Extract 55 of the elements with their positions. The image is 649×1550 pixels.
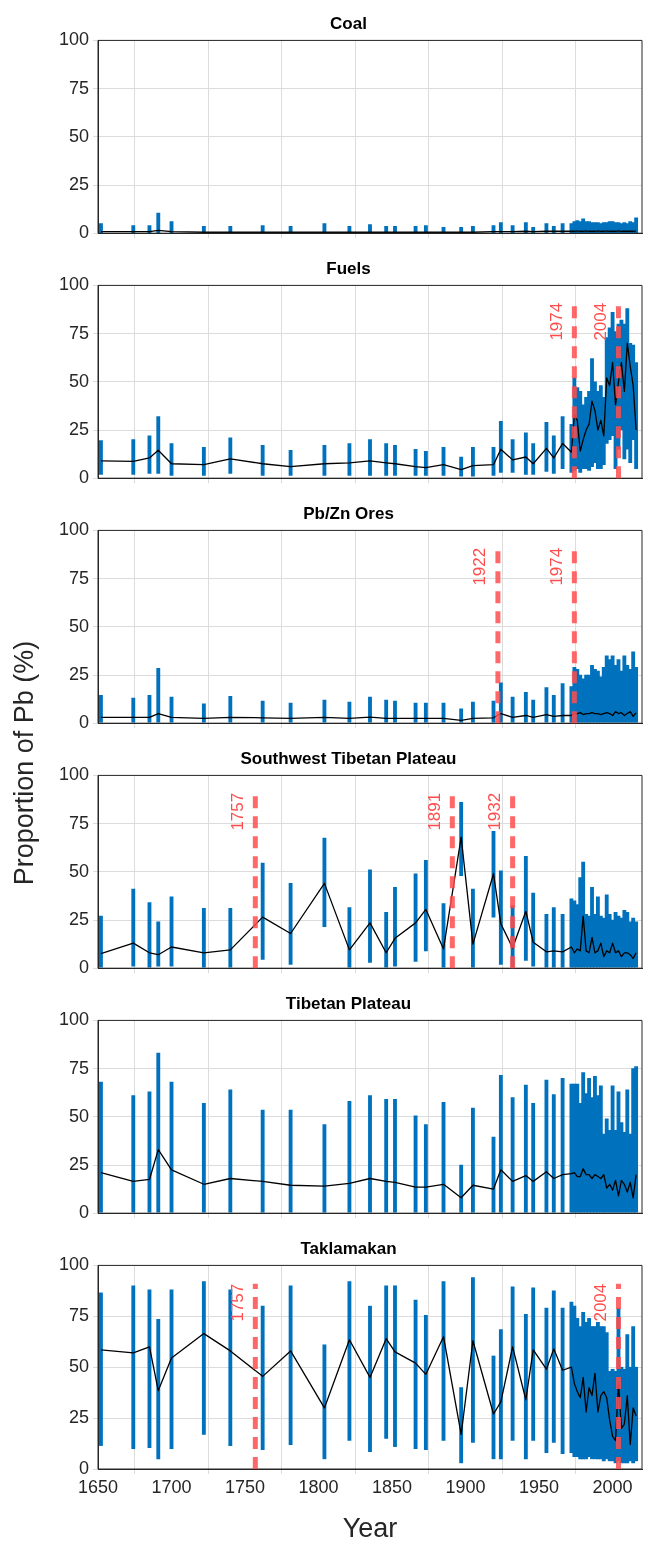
x-tick-label: 1850 bbox=[372, 1476, 413, 1497]
y-tick-label: 25 bbox=[68, 1153, 89, 1174]
x-tick-label: 1750 bbox=[225, 1476, 266, 1497]
x-tick-label: 1800 bbox=[298, 1476, 339, 1497]
x-tick-label: 1650 bbox=[77, 1476, 119, 1497]
ref-line-label: 1932 bbox=[484, 792, 504, 831]
chart-title: Coal bbox=[330, 13, 367, 33]
ref-line-label: 1974 bbox=[546, 547, 566, 586]
y-tick-label: 50 bbox=[68, 860, 89, 881]
y-tick-label: 0 bbox=[78, 222, 89, 243]
x-axis-title: Year bbox=[342, 1513, 398, 1544]
x-tick-label: 1700 bbox=[151, 1476, 192, 1497]
y-tick-label: 25 bbox=[68, 173, 89, 194]
y-tick-label: 75 bbox=[68, 1305, 89, 1326]
y-tick-label: 100 bbox=[58, 1009, 89, 1030]
y-tick-label: 0 bbox=[78, 467, 89, 488]
ref-line-label: 1922 bbox=[470, 547, 490, 586]
ref-line-label: 1974 bbox=[546, 302, 566, 341]
y-tick-label: 0 bbox=[78, 957, 89, 978]
y-tick-label: 75 bbox=[68, 1057, 89, 1078]
y-tick-label: 0 bbox=[78, 712, 89, 733]
y-tick-label: 25 bbox=[68, 663, 89, 684]
y-tick-label: 50 bbox=[68, 1105, 89, 1126]
y-tick-label: 50 bbox=[68, 125, 89, 146]
y-tick-label: 50 bbox=[68, 370, 89, 391]
y-tick-label: 75 bbox=[68, 812, 89, 833]
y-axis-title: Proportion of Pb (%) bbox=[8, 640, 40, 886]
y-tick-label: 100 bbox=[58, 274, 89, 295]
ref-line-label: 1891 bbox=[424, 792, 444, 831]
y-tick-label: 100 bbox=[58, 519, 89, 540]
chart-title: Pb/Zn Ores bbox=[303, 503, 394, 523]
ref-line-label: 1757 bbox=[227, 1283, 247, 1322]
x-tick-label: 1950 bbox=[519, 1476, 560, 1497]
y-tick-label: 75 bbox=[68, 77, 89, 98]
y-tick-label: 25 bbox=[68, 908, 89, 929]
chart-title: Tibetan Plateau bbox=[285, 993, 412, 1013]
y-tick-label: 100 bbox=[58, 764, 89, 785]
y-tick-label: 0 bbox=[78, 1202, 89, 1223]
y-tick-label: 50 bbox=[68, 1356, 89, 1377]
y-tick-label: 50 bbox=[68, 615, 89, 636]
y-tick-label: 25 bbox=[68, 1407, 89, 1428]
y-tick-label: 25 bbox=[68, 418, 89, 439]
chart-title: Taklamakan bbox=[300, 1238, 397, 1258]
y-tick-label: 100 bbox=[58, 29, 89, 50]
ref-line-label: 1757 bbox=[227, 792, 247, 831]
chart-title: Fuels bbox=[326, 258, 371, 278]
y-tick-label: 100 bbox=[58, 1254, 89, 1275]
y-tick-label: 0 bbox=[78, 1457, 89, 1478]
ref-line-label: 2004 bbox=[590, 302, 610, 341]
x-tick-label: 2000 bbox=[592, 1476, 633, 1497]
chart-title: Southwest Tibetan Plateau bbox=[240, 748, 457, 768]
ref-line-label: 2004 bbox=[590, 1283, 610, 1322]
y-tick-label: 75 bbox=[68, 567, 89, 588]
y-tick-label: 75 bbox=[68, 322, 89, 343]
x-tick-label: 1900 bbox=[445, 1476, 486, 1497]
